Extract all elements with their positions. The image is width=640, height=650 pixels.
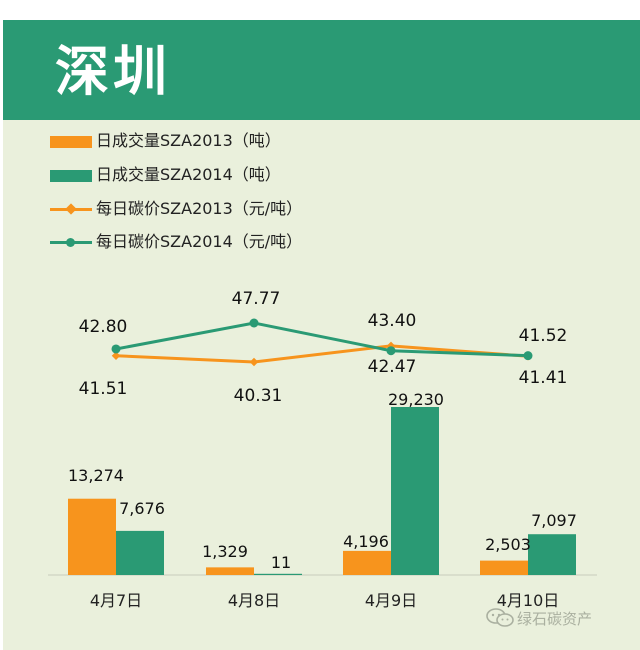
x-tick-label: 4月10日 [497, 591, 560, 610]
price-data-label: 42.47 [368, 357, 417, 377]
header-banner: 深圳 [3, 20, 640, 120]
wechat-icon [486, 608, 514, 627]
bar-volume-2014 [528, 534, 576, 575]
bar-data-label: 2,503 [485, 535, 531, 554]
bar-data-label: 4,196 [343, 532, 389, 551]
bar-volume-2013 [68, 498, 116, 575]
bar-volume-2013 [343, 550, 391, 575]
legend-item-volume-2013: 日成交量SZA2013（吨） [50, 130, 410, 152]
bar-volume-2013 [480, 560, 528, 575]
line-price-2013 [115, 344, 529, 364]
x-tick-label: 4月9日 [365, 591, 417, 610]
legend-item-price-2014: 每日碳价SZA2014（元/吨） [50, 231, 410, 253]
legend-label: 每日碳价SZA2013（元/吨） [96, 199, 303, 218]
line-price-2014 [115, 321, 529, 358]
legend-item-volume-2014: 日成交量SZA2014（吨） [50, 164, 410, 186]
x-tick-label: 4月8日 [228, 591, 280, 610]
legend-swatch-orange-bar [50, 136, 92, 148]
bar-data-label: 7,676 [119, 499, 165, 518]
point-price-2013 [249, 357, 259, 367]
x-tick-label: 4月7日 [90, 591, 142, 610]
bar-volume-2014 [391, 407, 439, 575]
bar-data-label: 1,329 [202, 542, 248, 561]
legend-label: 每日碳价SZA2014（元/吨） [96, 232, 303, 251]
price-data-label: 47.77 [232, 289, 281, 309]
bar-data-label: 13,274 [68, 466, 124, 485]
price-data-label: 40.31 [234, 386, 283, 406]
legend-item-price-2013: 每日碳价SZA2013（元/吨） [50, 198, 410, 220]
bar-data-label: 29,230 [388, 390, 444, 409]
bar-volume-2014 [254, 573, 302, 575]
price-data-label: 41.41 [519, 368, 568, 388]
point-price-2014 [249, 318, 259, 328]
point-price-2014 [386, 346, 396, 356]
watermark-text: 绿石碳资产 [517, 610, 593, 628]
bar-volume-2013 [206, 567, 254, 575]
legend-swatch-green-bar [50, 170, 92, 182]
dot-marker-icon [66, 238, 75, 247]
legend-label: 日成交量SZA2014（吨） [96, 165, 281, 184]
bar-data-label: 11 [271, 553, 291, 572]
page-title: 深圳 [55, 40, 171, 103]
price-data-label: 43.40 [368, 311, 417, 331]
legend-label: 日成交量SZA2013（吨） [96, 131, 281, 150]
price-data-label: 42.80 [79, 317, 128, 337]
point-price-2014 [523, 351, 533, 361]
price-data-label: 41.51 [79, 379, 128, 399]
bar-data-label: 7,097 [531, 511, 577, 530]
point-price-2014 [111, 344, 121, 354]
bar-volume-2014 [116, 530, 164, 575]
price-data-label: 41.52 [519, 326, 568, 346]
point-price-2013 [111, 351, 121, 360]
